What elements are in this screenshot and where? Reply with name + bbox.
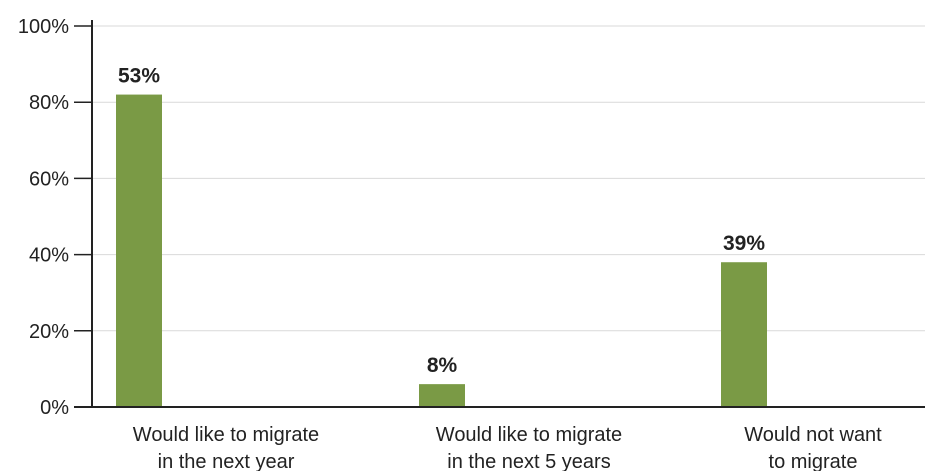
data-label: 8% <box>427 354 458 377</box>
y-tick-label: 100% <box>18 16 69 38</box>
data-label: 53% <box>118 65 160 88</box>
x-tick-label: in the next year <box>158 451 295 471</box>
bar <box>419 384 465 407</box>
axes <box>74 20 925 408</box>
gridlines <box>92 25 925 332</box>
bars <box>116 94 767 407</box>
y-tick-label: 0% <box>40 397 69 419</box>
x-tick-label: to migrate <box>769 451 858 471</box>
x-tick-label: in the next 5 years <box>447 451 610 471</box>
data-label: 39% <box>723 232 765 255</box>
bar <box>116 94 162 407</box>
y-tick-label: 40% <box>29 245 69 267</box>
y-tick-label: 20% <box>29 321 69 343</box>
labels: 0% 20% 40% 60% 80% 100% 53% 8% 39% Would like to … <box>18 16 882 473</box>
x-tick-label: Would like to migrate <box>133 424 319 446</box>
x-tick-label: Would not want <box>744 424 882 446</box>
y-tick-label: 60% <box>29 168 69 190</box>
bar <box>721 262 767 407</box>
y-tick-label: 80% <box>29 92 69 114</box>
x-tick-label: Would like to migrate <box>436 424 622 446</box>
